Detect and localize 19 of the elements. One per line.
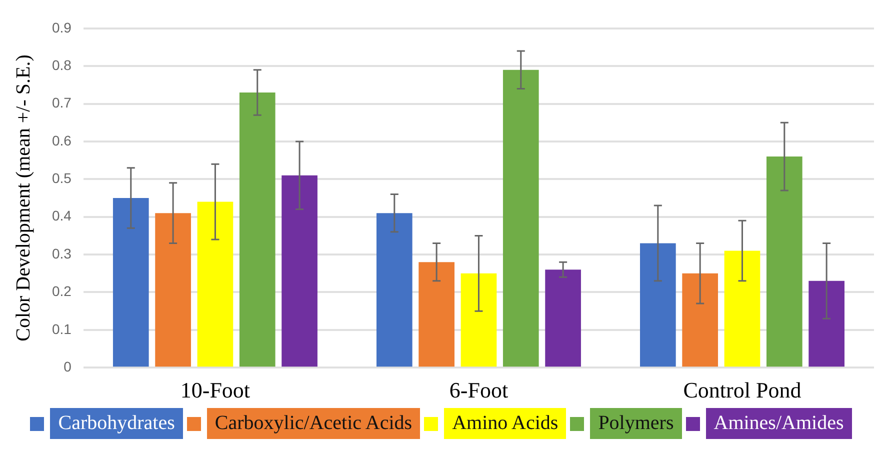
legend-label: Carboxylic/Acetic Acids bbox=[206, 408, 420, 439]
y-tick-label: 0.6 bbox=[52, 132, 72, 148]
x-tick-label: Control Pond bbox=[683, 378, 802, 403]
y-tick-label: 0.9 bbox=[52, 19, 72, 36]
legend-label: Amino Acids bbox=[444, 408, 566, 439]
y-tick-label: 0.1 bbox=[52, 320, 72, 337]
x-tick-label: 10-Foot bbox=[180, 378, 250, 403]
y-tick-label: 0.2 bbox=[52, 283, 72, 300]
y-tick-label: 0.5 bbox=[52, 170, 72, 186]
legend-label: Carbohydrates bbox=[50, 408, 183, 439]
y-tick-label: 0.7 bbox=[52, 94, 72, 111]
y-axis-title: Color Development (mean +/- S.E.) bbox=[12, 54, 34, 342]
y-tick-label: 0.3 bbox=[52, 245, 72, 262]
x-tick-label: 6-Foot bbox=[449, 378, 508, 403]
legend-label: Amines/Amides bbox=[706, 408, 852, 439]
y-tick-label: 0 bbox=[64, 358, 72, 374]
legend-label: Polymers bbox=[590, 408, 682, 439]
y-tick-label: 0.8 bbox=[52, 56, 72, 73]
y-tick-label: 0.4 bbox=[52, 208, 72, 224]
